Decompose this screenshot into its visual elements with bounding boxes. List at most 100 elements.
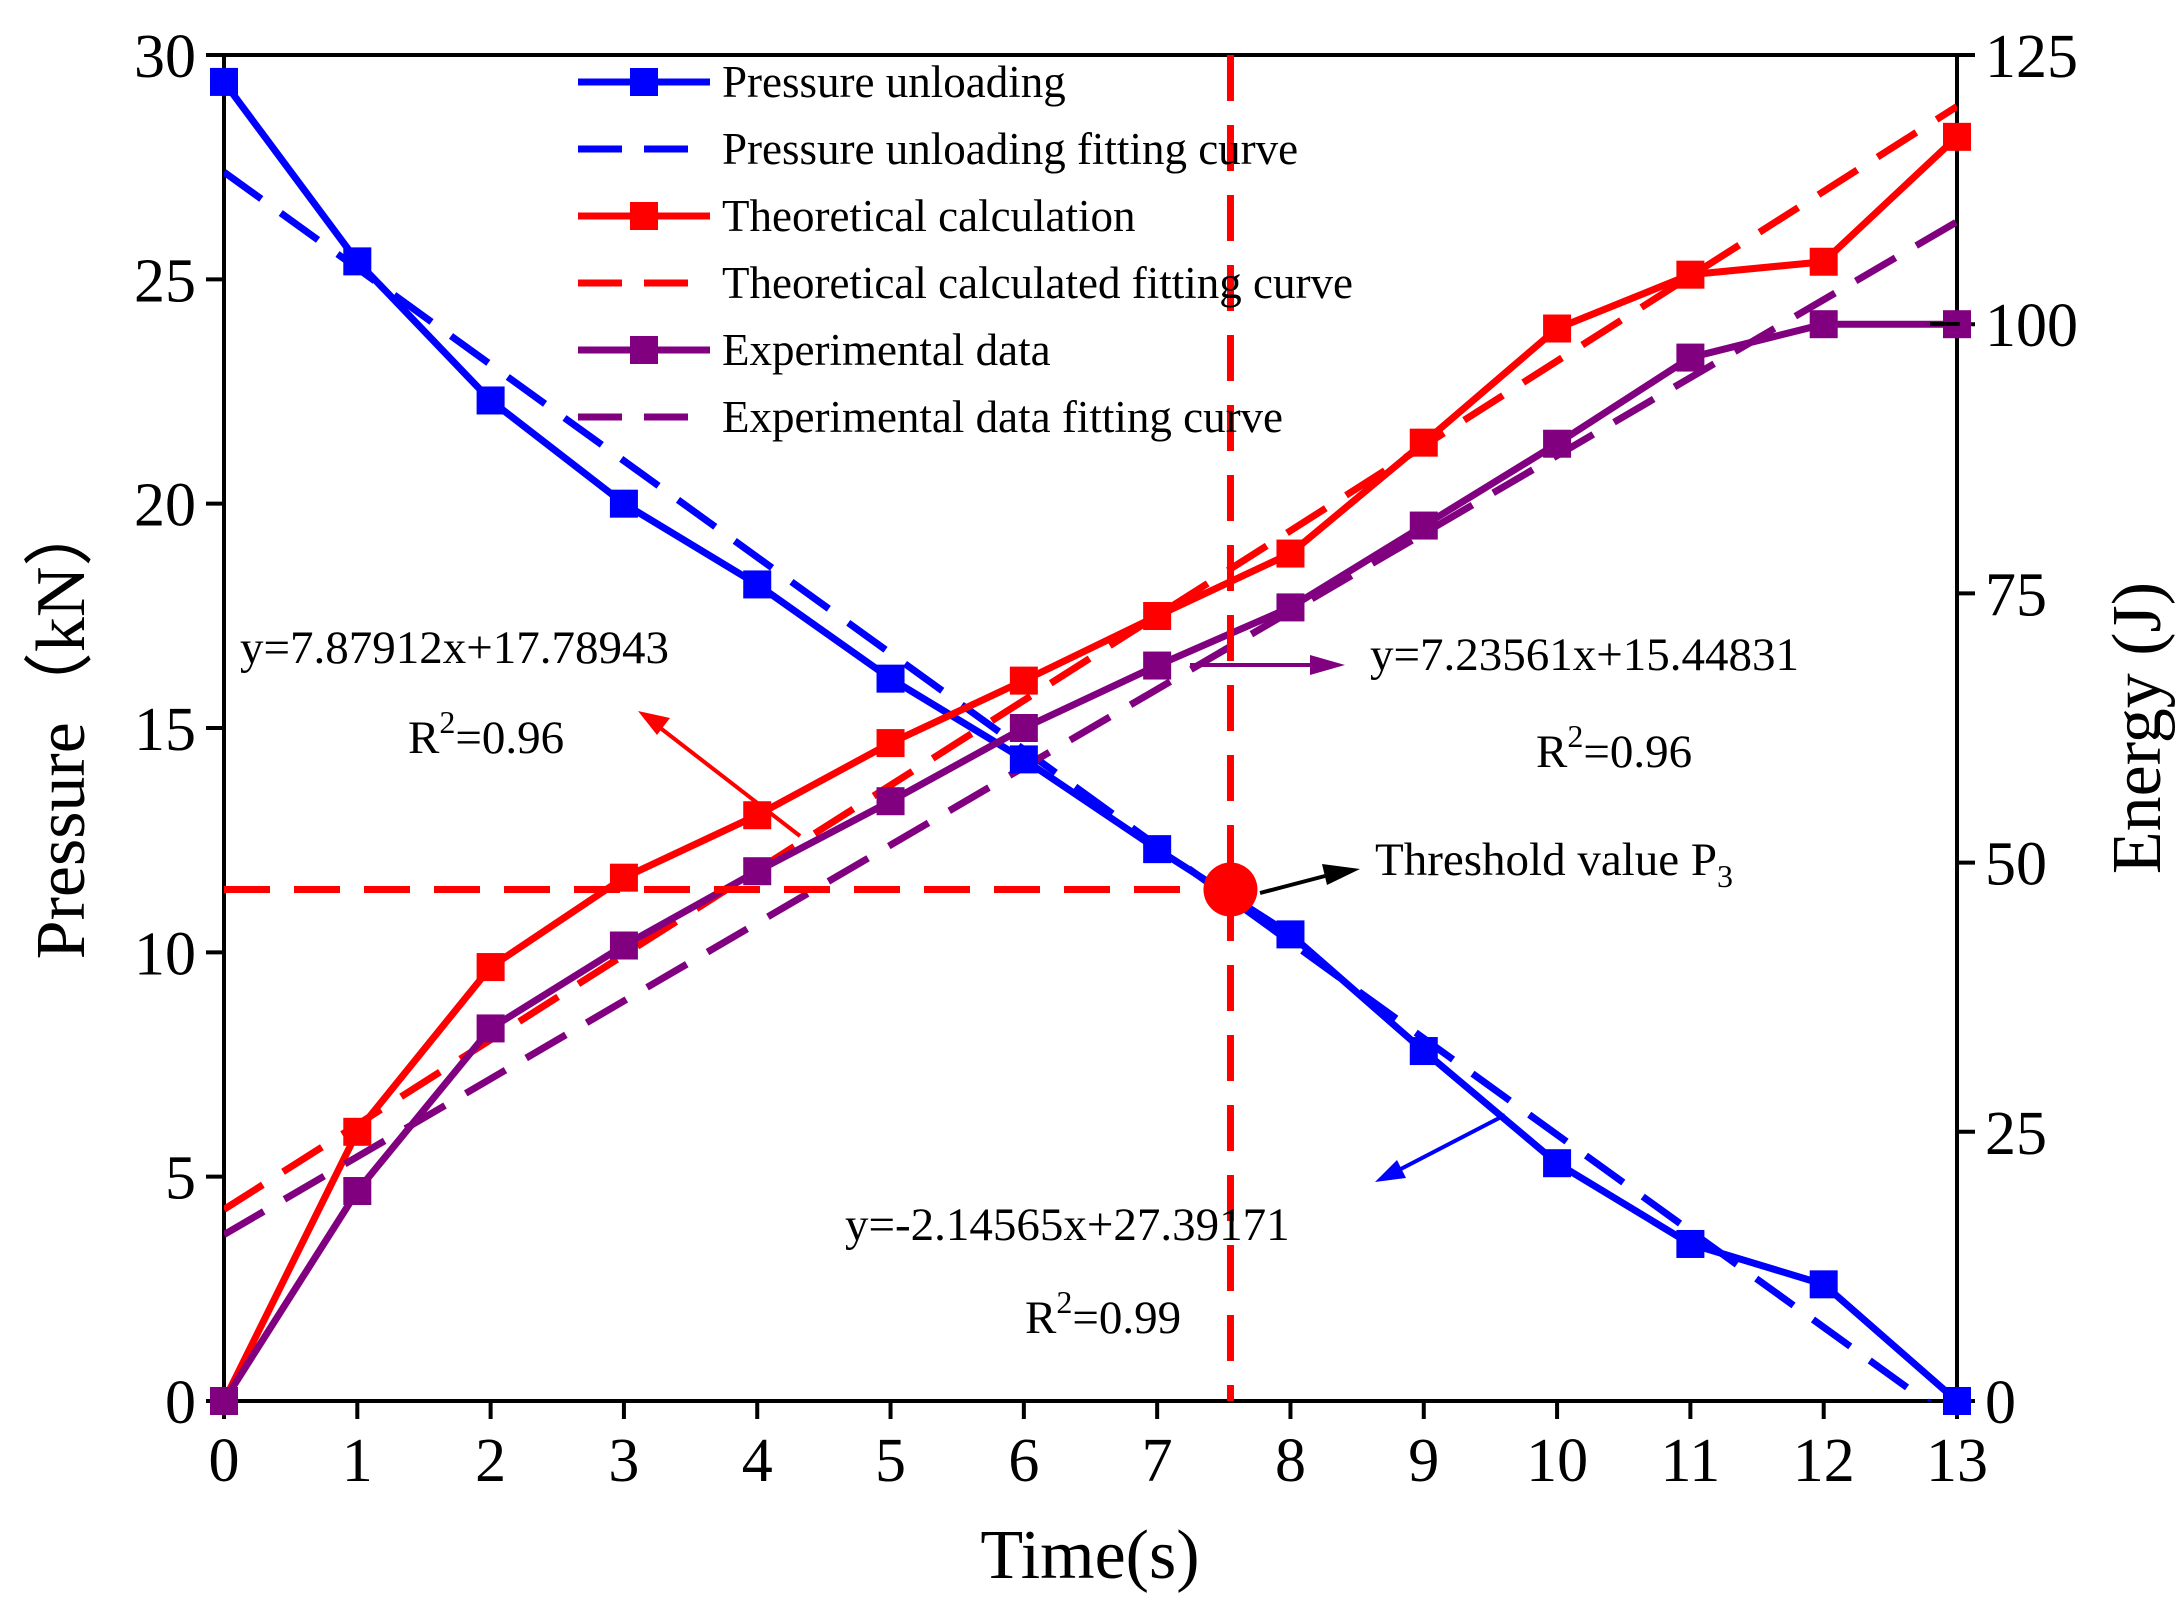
x-tick-label: 9 [1408,1427,1439,1495]
pressure-unloading-point [1276,920,1305,949]
theoretical-calculation-point [476,953,505,982]
right-y-tick-label: 25 [1985,1100,2047,1168]
x-tick-label: 4 [742,1427,773,1495]
theoretical-equation: y=7.87912x+17.78943 [240,622,669,674]
threshold-arrow [1259,874,1326,895]
x-tick-label: 5 [875,1427,906,1495]
pressure-unloading-point [1676,1229,1705,1258]
threshold-point [1203,862,1258,917]
legend-pressure-unloading-label: Pressure unloading [722,57,1066,107]
tick-labels: 0 1 2 3 4 5 6 7 8 9 10 11 12 130510152025300255075100… [134,23,2078,1495]
annotation-arrows [638,322,1960,1182]
pressure-unloading-line [224,79,1957,1401]
right-y-tick-label: 75 [1985,561,2047,629]
legend-experimental-data-label: Experimental data [722,325,1051,375]
experimental-data-point [476,1014,505,1043]
x-tick-label: 13 [1926,1427,1988,1495]
right-y-tick-label: 100 [1985,292,2078,360]
threshold-layer [224,55,1234,1401]
pressure-unloading-point [343,247,372,276]
pressure-unloading-point [743,570,772,599]
pressure-unloading-fitting-curve-line [224,169,1932,1401]
theoretical-calculation-point [876,729,905,758]
pressure-unloading-point [1143,835,1172,864]
pressure-unloading-point [210,67,238,96]
theoretical-calculation-point [1009,666,1038,695]
theoretical-arrow [648,718,802,838]
experimental-data-point [609,931,638,960]
pressure-unloading-point [1809,1270,1838,1299]
legend: Pressure unloading Pressure unloading fit… [578,57,1353,442]
experimental-data-point [210,1387,238,1415]
legend-theoretical-calculation-label: Theoretical calculation [722,191,1136,241]
legend-theoretical-calculated-fitting-curve-label: Theoretical calculated fitting curve [722,258,1353,308]
pressure-equation: y=-2.14565x+27.39171 [845,1199,1290,1251]
right-y-tick-label: 50 [1985,831,2047,899]
theoretical-calculation-point [1143,602,1172,631]
legend-experimental-data-fitting-curve-label: Experimental data fitting curve [722,392,1283,442]
experimental-data-point [1009,714,1038,742]
theoretical-calculation-line [224,134,1957,1401]
experimental-data-point [1276,593,1305,622]
experimental-data-point [1409,511,1438,540]
theoretical-calculation-point [743,801,772,830]
marker-layer [210,67,1971,1415]
legend-pressure-unloading-marker [630,68,658,96]
x-tick-label: 3 [608,1427,639,1495]
x-tick-label: 1 [342,1427,373,1495]
left-y-tick-label: 30 [134,23,196,91]
theoretical-r2: R2=0.96 [408,704,564,764]
theoretical-calculation-point [1543,314,1572,343]
theoretical-calculation-point [609,863,638,892]
right-axis-title: Energy (J) [2099,582,2176,874]
legend-experimental-data-marker [630,336,658,364]
pressure-r2: R2=0.99 [1025,1284,1181,1344]
experimental-data-point [1143,651,1172,680]
left-y-tick-label: 10 [134,920,196,988]
x-tick-label: 2 [475,1427,506,1495]
experimental-data-point [743,857,772,886]
x-tick-label: 7 [1142,1427,1173,1495]
theoretical-calculation-point [1809,247,1838,276]
pressure-unloading-point [1543,1149,1572,1178]
experimental-data-point [1676,343,1705,372]
experimental-arrowhead [1310,655,1345,675]
theoretical-calculation-point [1676,260,1705,289]
left-axis-title: Pressure（kN） [23,497,100,960]
x-tick-label: 12 [1793,1427,1855,1495]
x-tick-label: 0 [209,1427,240,1495]
right-y-tick-label: 0 [1985,1369,2016,1437]
theoretical-calculation-point [1409,428,1438,457]
pressure-arrowhead [1375,1160,1406,1182]
threshold-label: Threshold value P3 [1375,834,1733,894]
experimental-data-point [343,1177,372,1206]
theoretical-calculation-point [343,1117,372,1146]
right-y-tick-label: 125 [1985,23,2078,91]
pressure-unloading-point [1409,1037,1438,1066]
experimental-r2: R2=0.96 [1536,718,1692,778]
x-tick-label: 8 [1275,1427,1306,1495]
theoretical-calculated-fitting-curve-line [224,103,1957,1213]
legend-theoretical-calculation-marker [630,202,658,230]
left-y-tick-label: 5 [165,1145,196,1213]
theoretical-calculation-point [1943,122,1971,151]
experimental-equation: y=7.23561x+15.44831 [1370,629,1799,681]
pressure-unloading-point [476,386,505,415]
theoretical-calculation-point [1276,539,1305,568]
x-tick-label: 10 [1526,1427,1588,1495]
experimental-data-point [1809,310,1838,339]
pressure-unloading-point [876,664,905,693]
left-y-tick-label: 25 [134,247,196,315]
pressure-unloading-point [609,489,638,518]
experimental-data-point [1543,429,1572,458]
pressure-unloading-point [1009,745,1038,774]
x-tick-label: 6 [1008,1427,1039,1495]
legend-pressure-unloading-fitting-curve-label: Pressure unloading fitting curve [722,124,1298,174]
data-layer [224,79,1957,1401]
theoretical-arrowhead [638,711,670,735]
threshold-arrowhead [1322,864,1360,885]
x-axis-title: Time(s) [980,1517,1199,1594]
experimental-data-point [876,787,905,816]
left-y-tick-label: 15 [134,696,196,764]
